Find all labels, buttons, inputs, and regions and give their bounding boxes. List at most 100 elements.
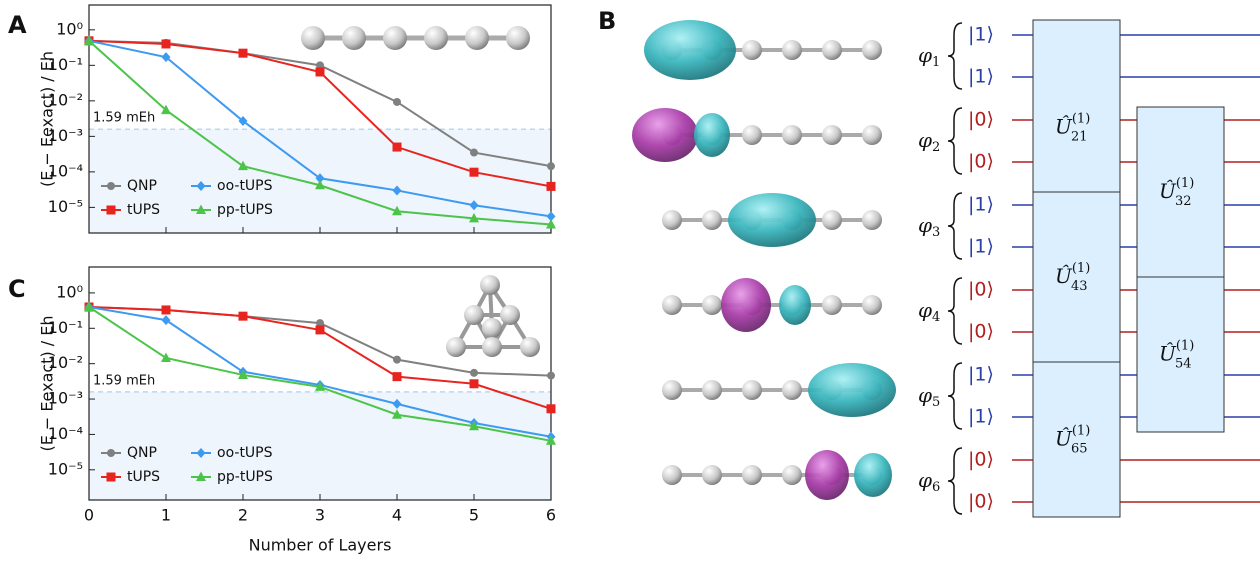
orbital-lobe [808,363,896,417]
atom [862,40,882,60]
marker [238,48,248,58]
orbital-symbol: φ [918,298,932,322]
y-tick-label: 10⁻⁵ [48,197,83,216]
pyramid-inset [446,275,540,357]
x-tick-label: 2 [238,506,248,525]
orbital-lobe [854,453,892,497]
legend-label: oo-tUPS [217,445,273,461]
ket-label: |1⟩ [968,66,994,88]
orbital-index: 1 [932,55,940,70]
gate-symbol: Û [1159,340,1177,365]
marker [392,372,402,382]
atom [822,210,842,230]
panel-label: B [598,7,616,35]
marker [546,435,556,445]
ket-label: |0⟩ [968,321,994,343]
gate-subscript: 43 [1071,279,1088,294]
marker [107,182,115,190]
gate-subscript: 32 [1175,194,1192,209]
atom [742,125,762,145]
gate-superscript: (1) [1072,423,1090,438]
y-tick-label: 10⁻¹ [48,318,83,337]
orbital-lobe [779,285,811,325]
marker [393,97,401,106]
marker [315,173,325,184]
orbital-lobe [728,193,816,247]
ket-label: |0⟩ [968,109,994,131]
gate-label: Û(1) 43 [1055,261,1090,294]
marker [469,420,479,431]
orbital-lobe [694,113,730,157]
y-axis-label: (E − Eexact) / Eh [38,51,57,187]
marker [470,148,478,157]
linear-chain-inset [301,26,530,50]
marker [547,162,555,171]
marker [161,305,171,315]
marker [393,355,401,364]
marker [392,185,402,196]
marker [392,142,402,152]
marker [469,167,479,177]
marker [238,116,248,127]
marker [238,160,248,171]
atom [782,125,802,145]
legend-label: tUPS [127,202,160,218]
atom [742,380,762,400]
brace [947,107,963,175]
ket-label: |0⟩ [968,279,994,301]
atom [702,210,722,230]
atom [342,26,366,50]
orbital-symbol: φ [918,128,932,152]
gate-symbol: Û [1055,425,1073,450]
x-tick-label: 1 [161,506,171,525]
marker [469,212,479,223]
marker [84,301,94,311]
legend-label: QNP [127,445,157,461]
ket-label: |0⟩ [968,449,994,471]
circuit: φ1|1⟩|1⟩φ2|0⟩|0⟩φ3|1⟩|1⟩φ4|0⟩|0⟩φ5|1⟩|1⟩… [918,19,1260,518]
gate [1032,361,1121,518]
atom [782,40,802,60]
ket-label: |0⟩ [968,491,994,513]
marker [196,448,206,458]
atom [301,26,325,50]
gate-superscript: (1) [1072,111,1090,126]
atom [702,465,722,485]
gate-superscript: (1) [1176,338,1194,353]
marker [196,181,206,191]
legend-label: pp-tUPS [217,469,273,485]
atom [662,295,682,315]
x-tick-label: 5 [469,506,479,525]
marker [316,61,324,70]
orbital-index: 2 [932,140,940,155]
marker [546,218,556,229]
gate-symbol: Û [1159,178,1177,203]
marker [238,311,248,321]
gate-subscript: 54 [1175,356,1192,371]
threshold-label: 1.59 mEh [93,111,155,126]
x-tick-label: 3 [315,506,325,525]
gate-subscript: 65 [1071,441,1088,456]
threshold-region [89,391,551,500]
marker [392,409,402,419]
marker [84,35,94,45]
ket-label: |1⟩ [968,406,994,428]
gate-symbol: Û [1055,113,1073,138]
y-tick-label: 10⁰ [56,282,83,301]
marker [196,471,206,481]
marker [469,379,479,389]
orbital-lobe [805,450,849,500]
marker [546,211,556,222]
atom [424,26,448,50]
gate [1032,191,1121,363]
x-tick-label: 6 [546,506,556,525]
atom [383,26,407,50]
gate-subscript: 21 [1071,129,1088,144]
marker [196,204,206,214]
plot-frame [88,4,552,234]
marker [315,179,325,190]
marker [161,352,171,362]
brace [947,192,963,260]
orbital-label: φ3 [918,213,940,240]
